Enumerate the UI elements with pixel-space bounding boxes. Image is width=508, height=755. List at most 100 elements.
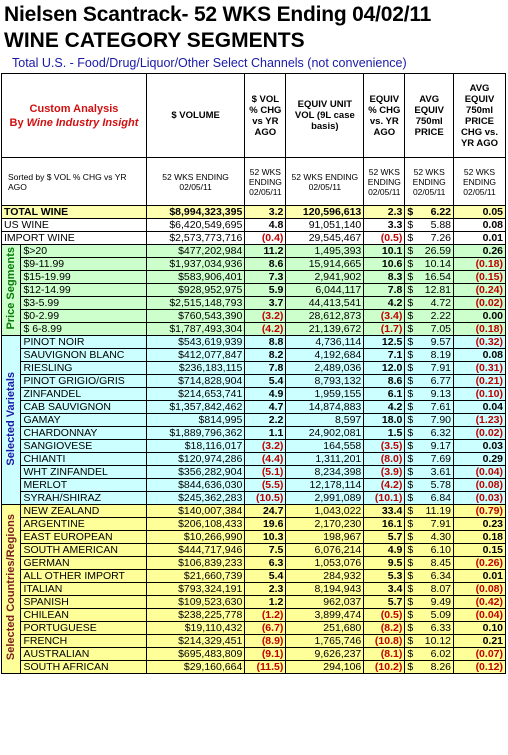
equiv-unit-vol: 3,899,474 <box>285 608 365 622</box>
dollar-sign: $ <box>404 387 417 401</box>
dollar-sign: $ <box>404 270 417 284</box>
dollar-sign: $ <box>404 543 417 557</box>
table-row: CHILEAN $238,225,778 (1.2) 3,899,474 (0.5) $5… <box>2 608 506 622</box>
period-pct-chg: 52 WKS ENDING 02/05/11 <box>244 157 287 206</box>
col-unit-vol-header: EQUIV UNIT VOL (9L case basis) <box>285 73 365 158</box>
dollar-volume: $6,420,549,695 <box>145 218 246 232</box>
dollar-volume: $1,937,034,936 <box>145 257 246 271</box>
avg-price: 6.84 <box>416 491 455 505</box>
unit-pct-chg: (8.1) <box>363 647 406 661</box>
unit-pct-chg: 12.0 <box>363 361 406 375</box>
dollar-sign: $ <box>404 608 417 622</box>
price-chg: (0.18) <box>453 257 506 271</box>
table-row: SOUTH AFRICAN $29,160,664 (11.5) 294,106 (10… <box>2 660 506 674</box>
table-row: Price Segments $>20 $477,202,984 11.2 1,495,… <box>0 244 506 336</box>
equiv-unit-vol: 91,051,140 <box>285 218 365 232</box>
unit-pct-chg: 7.8 <box>363 283 406 297</box>
col-price-chg-header: AVG EQUIV 750ml PRICE CHG vs. YR AGO <box>453 73 506 158</box>
table-row: Selected Countries/Regions NEW ZEALAND $14… <box>0 504 506 674</box>
equiv-unit-vol: 6,076,214 <box>285 543 365 557</box>
equiv-unit-vol: 12,178,114 <box>285 478 365 492</box>
unit-pct-chg: 4.9 <box>363 543 406 557</box>
dollar-sign: $ <box>404 647 417 661</box>
row-label: TOTAL WINE <box>1 205 147 219</box>
table-row: GERMAN $106,839,233 6.3 1,053,076 9.5 $8.45 (0… <box>2 556 506 570</box>
table-row: CHIANTI $120,974,286 (4.4) 1,311,201 (8.0) $7… <box>2 452 506 466</box>
price-chg: (0.26) <box>453 556 506 570</box>
row-label: GAMAY <box>20 413 147 427</box>
table-row: Selected Varietals PINOT NOIR $543,619,939… <box>0 335 506 505</box>
equiv-unit-vol: 1,311,201 <box>285 452 365 466</box>
dollar-volume: $844,636,030 <box>145 478 246 492</box>
vol-pct-chg: (4.2) <box>244 322 287 336</box>
equiv-unit-vol: 164,558 <box>285 439 365 453</box>
equiv-unit-vol: 6,044,117 <box>285 283 365 297</box>
avg-price: 8.19 <box>416 348 455 362</box>
dollar-volume: $19,110,432 <box>145 621 246 635</box>
price-chg: (0.08) <box>453 582 506 596</box>
avg-price: 4.30 <box>416 530 455 544</box>
price-chg: (0.02) <box>453 426 506 440</box>
dollar-volume: $928,952,975 <box>145 283 246 297</box>
dollar-sign: $ <box>404 322 417 336</box>
vol-pct-chg: 8.2 <box>244 348 287 362</box>
vol-pct-chg: 2.2 <box>244 413 287 427</box>
dollar-volume: $245,362,283 <box>145 491 246 505</box>
unit-pct-chg: 1.5 <box>363 426 406 440</box>
equiv-unit-vol: 28,612,873 <box>285 309 365 323</box>
varietals-section: Selected Varietals <box>0 335 22 505</box>
row-label: ALL OTHER IMPORT <box>20 569 147 583</box>
table-row: $3-5.99 $2,515,148,793 3.7 44,413,541 4.2 $4.… <box>2 296 506 310</box>
table-row: MERLOT $844,636,030 (5.5) 12,178,114 (4.2) $5… <box>2 478 506 492</box>
vol-pct-chg: 6.3 <box>244 556 287 570</box>
dollar-volume: $356,282,904 <box>145 465 246 479</box>
row-label: FRENCH <box>20 634 147 648</box>
table-row: SANGIOVESE $18,116,017 (3.2) 164,558 (3.5) $9… <box>2 439 506 453</box>
custom-brand: Wine Industry Insight <box>26 116 139 129</box>
col-pct-chg-header: $ VOL % CHG vs YR AGO <box>244 73 287 158</box>
row-label: ARGENTINE <box>20 517 147 531</box>
vol-pct-chg: 1.1 <box>244 426 287 440</box>
vol-pct-chg: (4.4) <box>244 452 287 466</box>
dollar-volume: $1,889,796,362 <box>145 426 246 440</box>
price-chg: 0.29 <box>453 452 506 466</box>
vol-pct-chg: 4.9 <box>244 387 287 401</box>
vol-pct-chg: 4.8 <box>244 218 287 232</box>
unit-pct-chg: 3.3 <box>363 218 406 232</box>
price-segments-section-label: Price Segments <box>5 247 18 330</box>
equiv-unit-vol: 1,495,393 <box>285 244 365 258</box>
vol-pct-chg: 4.7 <box>244 400 287 414</box>
unit-pct-chg: (0.5) <box>363 608 406 622</box>
unit-pct-chg: 3.4 <box>363 582 406 596</box>
price-chg: 0.15 <box>453 543 506 557</box>
varietals-section-label: Selected Varietals <box>5 371 18 466</box>
dollar-sign: $ <box>404 465 417 479</box>
equiv-unit-vol: 1,765,746 <box>285 634 365 648</box>
dollar-volume: $120,974,286 <box>145 452 246 466</box>
equiv-unit-vol: 15,914,665 <box>285 257 365 271</box>
avg-price: 7.05 <box>416 322 455 336</box>
table-row: CAB SAUVIGNON $1,357,842,462 4.7 14,874,883… <box>2 400 506 414</box>
dollar-volume: $29,160,664 <box>145 660 246 674</box>
period-volume: 52 WKS ENDING 02/05/11 <box>145 157 246 206</box>
dollar-sign: $ <box>404 517 417 531</box>
row-label: GERMAN <box>20 556 147 570</box>
row-label: SAUVIGNON BLANC <box>20 348 147 362</box>
dollar-volume: $18,116,017 <box>145 439 246 453</box>
col-volume-header: $ VOLUME <box>145 73 246 158</box>
price-chg: (0.42) <box>453 595 506 609</box>
row-label: SOUTH AFRICAN <box>20 660 147 674</box>
avg-price: 9.17 <box>416 439 455 453</box>
equiv-unit-vol: 2,489,036 <box>285 361 365 375</box>
avg-price: 5.78 <box>416 478 455 492</box>
unit-pct-chg: 5.3 <box>363 569 406 583</box>
avg-price: 3.61 <box>416 465 455 479</box>
unit-pct-chg: (3.5) <box>363 439 406 453</box>
unit-pct-chg: 6.1 <box>363 387 406 401</box>
price-chg: 0.10 <box>453 621 506 635</box>
price-chg: (1.23) <box>453 413 506 427</box>
equiv-unit-vol: 1,959,155 <box>285 387 365 401</box>
avg-price: 12.81 <box>416 283 455 297</box>
dollar-sign: $ <box>404 426 417 440</box>
